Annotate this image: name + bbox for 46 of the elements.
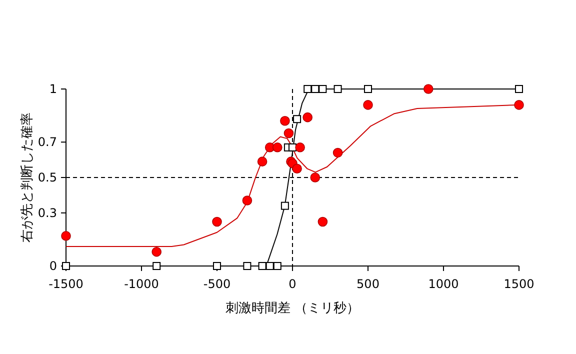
x-tick-label: 1000 bbox=[428, 277, 459, 291]
point bbox=[258, 262, 266, 270]
point bbox=[61, 231, 71, 241]
point bbox=[302, 112, 312, 122]
point bbox=[280, 116, 290, 126]
point bbox=[292, 164, 302, 174]
point bbox=[266, 262, 274, 270]
point bbox=[318, 216, 328, 227]
y-tick-label: 0 bbox=[49, 259, 57, 273]
y-axis-title: 右が先と判断した確率 bbox=[19, 112, 35, 242]
x-tick-label: 1500 bbox=[504, 277, 534, 291]
x-tick-label: 0 bbox=[288, 277, 296, 291]
y-tick-label: 0.7 bbox=[38, 135, 57, 150]
point bbox=[364, 85, 372, 93]
point bbox=[515, 85, 523, 93]
point bbox=[332, 148, 343, 158]
point bbox=[363, 100, 373, 110]
point bbox=[514, 100, 524, 110]
x-tick-label: 500 bbox=[356, 277, 380, 291]
point bbox=[257, 156, 268, 166]
point bbox=[318, 85, 327, 93]
point bbox=[152, 246, 162, 257]
point bbox=[288, 143, 296, 152]
y-tick-label: 0.3 bbox=[38, 206, 57, 220]
x-tick-label: -1000 bbox=[124, 277, 159, 291]
y-tick-label: 0.5 bbox=[38, 170, 57, 184]
x-tick-label: -500 bbox=[203, 277, 231, 291]
point bbox=[284, 128, 294, 138]
point bbox=[293, 115, 302, 124]
x-tick-label: -1500 bbox=[48, 277, 84, 291]
point bbox=[242, 196, 252, 206]
point bbox=[273, 262, 282, 270]
point bbox=[304, 85, 312, 93]
y-tick-label: 1 bbox=[49, 82, 57, 96]
point bbox=[243, 262, 252, 270]
point bbox=[280, 202, 289, 210]
point bbox=[272, 142, 282, 152]
point bbox=[152, 262, 161, 270]
point bbox=[334, 85, 342, 93]
point bbox=[310, 172, 320, 182]
point bbox=[213, 262, 221, 270]
x-axis-title: 刺激時間差 （ミリ秒） bbox=[225, 301, 360, 316]
point bbox=[424, 84, 434, 94]
point bbox=[311, 85, 320, 93]
point bbox=[295, 142, 305, 152]
point bbox=[212, 216, 222, 227]
